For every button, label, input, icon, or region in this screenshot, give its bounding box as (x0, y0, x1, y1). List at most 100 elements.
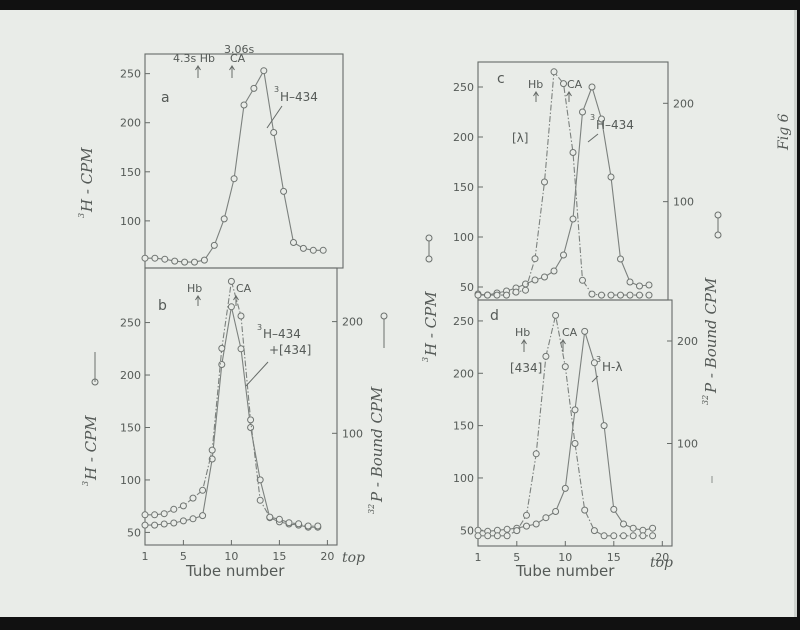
panel-c-series-1-point (588, 83, 596, 91)
position-arrowhead (560, 339, 566, 345)
panel-d-label: d (490, 308, 499, 324)
panel-c-h434-label: H–434 (596, 118, 634, 132)
panel-c-y2tick-label: 100 (673, 196, 694, 209)
panel-b-series-2-point (189, 494, 197, 502)
left-axis-a-title: H - CPM (78, 147, 96, 213)
position-arrowhead (195, 295, 201, 301)
panel-b-series-2-point (141, 511, 149, 519)
panel-b-label: b (158, 298, 167, 314)
panel-c-hb-marker: Hb (528, 78, 543, 91)
panel-a-ytick-label: 250 (120, 68, 141, 81)
panel-b-series-1-point (208, 455, 216, 463)
panel-b-ytick-label: 200 (120, 369, 141, 382)
panel-c-series-2-point (607, 291, 615, 299)
position-arrowhead (521, 339, 527, 345)
panel-c-ytick-label: 100 (453, 231, 474, 244)
panel-d-series-2-point (600, 532, 608, 540)
panel-d-series-2-point (620, 532, 627, 540)
panel-b-series-1-point (151, 521, 159, 529)
panel-d-ca-marker: CA (562, 326, 578, 339)
panel-d-series-1-point (610, 505, 618, 513)
panel-c-series-1-point (617, 255, 624, 263)
panel-a-ytick-label: 100 (120, 215, 141, 228)
panel-d-ytick-label: 100 (453, 472, 474, 485)
panel-a-series-1-point (250, 84, 258, 92)
panel-d-series-2-point (639, 532, 647, 540)
panel-d-xtick-label: 1 (475, 551, 482, 564)
panel-d-leader-line (591, 375, 599, 383)
panel-d-ytick-label: 50 (460, 524, 474, 537)
panel-b-series-1-point (189, 515, 197, 523)
panel-c-series-2-point (560, 80, 567, 88)
panel-d-series-2-point (561, 363, 569, 371)
panel-c-series-2-point (598, 291, 605, 299)
panel-b-series-1-point (218, 361, 226, 368)
panel-b-series-2-point (227, 277, 235, 285)
panel-c-series-2-point (626, 291, 634, 299)
panel-d-series-1-point (600, 422, 608, 430)
panel-c-series-2-point (636, 291, 643, 299)
panel-b-leader-line (245, 361, 269, 387)
panel-b-series-1-point (247, 424, 255, 431)
panel-b-series-2-point (314, 522, 322, 530)
legend-solid-symbol-left-b (91, 352, 99, 386)
panel-a-series-1-point (270, 129, 278, 136)
panel-a-series-1-point (280, 187, 288, 195)
panel-b-series-1-point (179, 517, 187, 525)
panel-d-434-label: [434] (510, 361, 542, 375)
panel-a-series-1-point (309, 246, 317, 254)
legend-dash-symbol-right-b (380, 312, 388, 348)
panel-b-series-1-point (227, 303, 235, 311)
panel-b-ytick-label: 150 (120, 421, 141, 434)
panel-a-series-1-point (230, 175, 238, 183)
panel-d-series-2-point (552, 311, 560, 319)
panel-b-series-1-point (141, 521, 149, 529)
left-axis-cd-title: H - CPM (422, 291, 440, 357)
panel-c-series-1-point (579, 108, 586, 116)
panel-b-xtick-label: 20 (320, 550, 334, 563)
panel-c-series-2-point (579, 276, 586, 284)
panel-c-series-2-point (531, 255, 539, 263)
panel-c-series-2-point (493, 291, 501, 299)
panel-b-series-2-point (179, 502, 187, 510)
panel-d-series-2-point (484, 532, 492, 540)
panel-b-series-2-point (199, 486, 207, 494)
position-arrowhead (233, 295, 239, 301)
panel-a-series-1-point (260, 67, 268, 75)
left-axis-a-sup: 3 (77, 213, 86, 218)
panel-c-series-1-point (636, 282, 643, 290)
panel-c-ytick-label: 150 (453, 181, 474, 194)
panel-d-series-2-point (474, 532, 482, 540)
panel-d-series-1-point (532, 520, 540, 528)
panel-c-series-1-point (560, 251, 567, 259)
left-axis-b-title: H - CPM (82, 415, 100, 481)
panel-d-series-1-point (503, 525, 511, 533)
panel-a-ytick-label: 150 (120, 166, 141, 179)
panel-c-leader-line (587, 133, 599, 143)
panel-c-ca-marker: CA (567, 78, 583, 91)
panel-b-series-2-point (285, 519, 293, 527)
panel-a-series-1-point (290, 239, 297, 246)
panel-b-series-2-point (151, 511, 159, 519)
panel-d-ytick-label: 200 (453, 367, 474, 380)
panel-b-y2tick-label: 200 (342, 316, 363, 329)
panel-a-series-1-point (210, 241, 218, 249)
panel-b-ca-marker: CA (236, 282, 252, 295)
panel-b-xtick-label: 15 (272, 550, 286, 563)
panel-b-xtick-label: 5 (180, 550, 187, 563)
panel-c-ytick-label: 200 (453, 131, 474, 144)
panel-c-series-2-point (617, 291, 624, 299)
legend-solid-symbol-left-cd (425, 234, 433, 263)
paper-sheet: 100 150 200 250 50 100 150 200 250 100 200 1 5 10 15 20… (0, 10, 797, 617)
panel-a-series-1-point (181, 258, 189, 266)
panel-c-series-1-point (531, 276, 539, 284)
panel-d-series-2-point (590, 527, 598, 535)
panel-a-h434-label: H–434 (280, 90, 318, 104)
panel-a-series-1-point (161, 255, 169, 263)
panel-d-series-2-point (493, 532, 501, 540)
panel-a-series-1-point (141, 254, 149, 262)
panel-d-series-1-line (477, 331, 653, 532)
panel-d-series-2-point (649, 532, 657, 540)
panel-d-y2tick-label: 200 (677, 335, 698, 348)
